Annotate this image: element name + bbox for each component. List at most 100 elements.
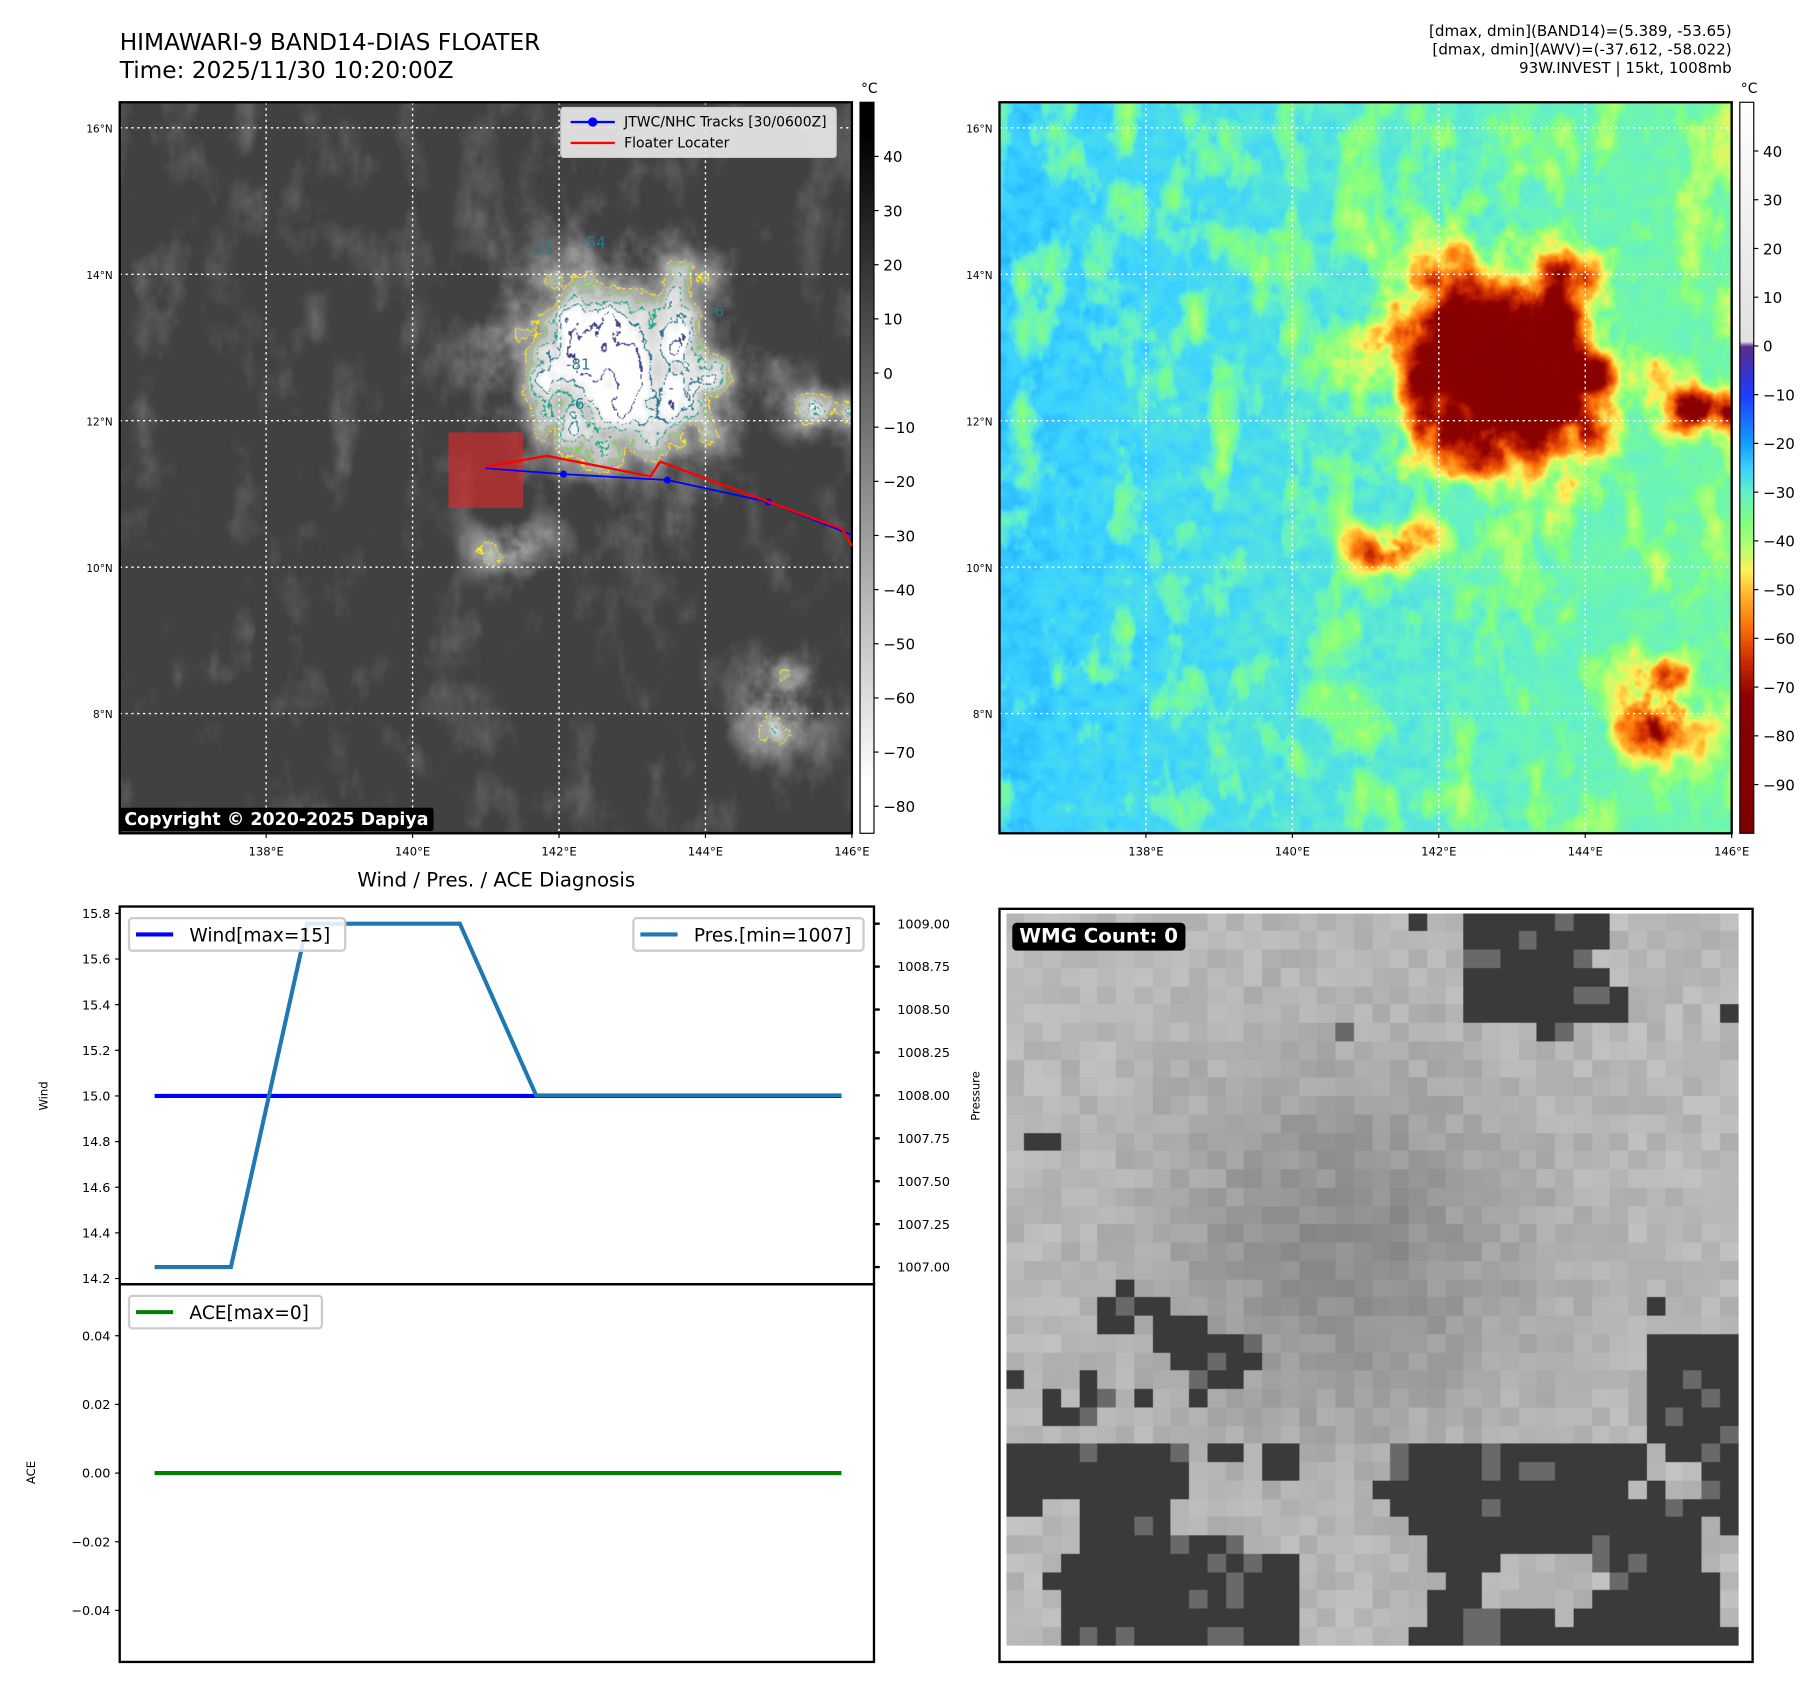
legend-floater: Floater Locater: [624, 134, 730, 152]
lat-tick-label: 16°N: [86, 123, 112, 135]
jtwc-track-point: [663, 476, 671, 484]
colorbar-tick-label: 30: [1763, 192, 1782, 210]
lat-tick-label: 14°N: [966, 270, 992, 282]
ace-legend-box: [127, 1294, 324, 1330]
wind-ytick-label: 15.6: [82, 953, 110, 968]
lon-tick-label: 140°E: [1275, 844, 1310, 858]
colorbar-tick-label: 20: [1763, 240, 1782, 258]
legend-track: JTWC/NHC Tracks [30/0600Z]: [624, 113, 827, 131]
lon-tick-label: 146°E: [1714, 844, 1749, 858]
lat-tick-label: 12°N: [966, 416, 992, 428]
wind-ytick-label: 15.8: [82, 907, 110, 922]
contour-label: -81: [566, 356, 591, 374]
awv-map-image: [999, 102, 1732, 834]
colorbar-tick-label: −30: [1763, 484, 1795, 502]
contour-label: -31: [529, 239, 554, 257]
pressure-line: [154, 921, 842, 1270]
wmg-count-label: WMG Count: 0: [1012, 922, 1185, 951]
ace-legend-label: ACE[max=0]: [189, 1303, 308, 1324]
floater-locater-line: [485, 454, 853, 547]
pressure-ytick-label: 1007.00: [897, 1261, 950, 1276]
colorbar-unit: °C: [861, 81, 878, 97]
map-legend: JTWC/NHC Tracks [30/0600Z] Floater Locat…: [560, 106, 838, 159]
colorbar-frame: [1739, 101, 1755, 834]
colorbar-tick-label: −20: [1763, 435, 1795, 453]
colorbar-tick-label: 10: [1763, 289, 1782, 307]
pressure-legend-box: [632, 916, 865, 952]
wind-ylabel: Wind: [37, 1081, 51, 1110]
ir-colorbar: [860, 102, 874, 834]
lat-tick-label: 8°N: [93, 709, 113, 721]
wind-legend-label: Wind[max=15]: [189, 925, 330, 946]
wmg-image: [1006, 913, 1739, 1646]
colorbar-tick-label: −80: [883, 798, 915, 816]
figure-time: Time: 2025/11/30 10:20:00Z: [119, 55, 454, 84]
colorbar-unit: °C: [1741, 81, 1758, 97]
lon-tick-label: 146°E: [834, 844, 869, 858]
colorbar-tick-label: −70: [1763, 679, 1795, 697]
lon-tick-label: 142°E: [1421, 844, 1456, 858]
lat-tick-label: 8°N: [973, 709, 993, 721]
wmg-frame: [998, 907, 1754, 1664]
pressure-ytick-label: 1008.75: [897, 960, 950, 975]
awv-colorbar: [1739, 102, 1754, 834]
lat-tick-label: 16°N: [966, 123, 992, 135]
lon-tick-label: 142°E: [541, 844, 576, 858]
lon-tick-label: 144°E: [1568, 844, 1603, 858]
lat-tick-label: 12°N: [86, 416, 112, 428]
lon-tick-label: 144°E: [688, 844, 723, 858]
wind-legend-box: [127, 916, 347, 952]
pressure-ytick-label: 1007.25: [897, 1218, 950, 1233]
contour-label: -6: [709, 302, 724, 320]
ace-ytick-label: 0.00: [82, 1467, 110, 1482]
figure-title: HIMAWARI-9 BAND14-DIAS FLOATER: [119, 27, 541, 56]
copyright: Copyright © 2020-2025 Dapiya: [119, 807, 434, 831]
colorbar-tick-label: 0: [883, 365, 893, 383]
info-band14: [dmax, dmin](BAND14)=(5.389, -53.65): [1429, 23, 1732, 41]
info-awv: [dmax, dmin](AWV)=(-37.612, -58.022): [1432, 41, 1732, 60]
wind-ytick-label: 14.2: [82, 1272, 110, 1287]
colorbar-tick-label: −20: [883, 473, 915, 491]
wind-ytick-label: 14.6: [82, 1181, 110, 1196]
colorbar-tick-label: −10: [1763, 386, 1795, 404]
pressure-ytick-label: 1007.50: [897, 1175, 950, 1190]
pressure-ylabel: Pressure: [969, 1071, 983, 1121]
info-storm: 93W.INVEST | 15kt, 1008mb: [1519, 60, 1732, 78]
lon-tick-label: 138°E: [1128, 844, 1163, 858]
ace-ytick-label: 0.02: [82, 1398, 110, 1413]
diagnostic-info: [dmax, dmin](BAND14)=(5.389, -53.65) [dm…: [1151, 23, 1732, 79]
contour-label: -6: [569, 395, 584, 413]
contour-label: -54: [581, 234, 606, 252]
colorbar-tick-label: −60: [1763, 630, 1795, 648]
colorbar-tick-label: −50: [883, 636, 915, 654]
track-legend-swatch: [570, 117, 615, 127]
pressure-ytick-label: 1008.50: [897, 1003, 950, 1018]
pressure-ytick-label: 1009.00: [897, 917, 950, 932]
colorbar-tick-label: 30: [883, 202, 902, 220]
colorbar-tick-label: −10: [883, 419, 915, 437]
colorbar-tick-label: 0: [1763, 338, 1773, 356]
wind-ytick-label: 14.4: [82, 1227, 110, 1242]
lat-tick-label: 14°N: [86, 270, 112, 282]
colorbar-tick-label: 10: [883, 311, 902, 329]
wind-ytick-label: 15.0: [82, 1090, 110, 1105]
colorbar-tick-label: −70: [883, 744, 915, 762]
map-frame: [998, 101, 1733, 835]
colorbar-tick-label: −50: [1763, 581, 1795, 599]
pressure-ytick-label: 1008.25: [897, 1046, 950, 1061]
colorbar-tick-label: 20: [883, 257, 902, 275]
map-frame: [118, 101, 854, 835]
colorbar-tick-label: 40: [1763, 143, 1782, 161]
lon-tick-label: 138°E: [248, 844, 283, 858]
wind-ytick-label: 15.4: [82, 998, 110, 1013]
colorbar-tick-label: −90: [1763, 776, 1795, 794]
colorbar-tick-label: −60: [883, 690, 915, 708]
colorbar-tick-label: −40: [883, 581, 915, 599]
colorbar-tick-label: 40: [883, 148, 902, 166]
diagnosis-title: Wind / Pres. / ACE Diagnosis: [357, 869, 635, 892]
floater-legend-swatch: [570, 141, 615, 145]
wind-ytick-label: 15.2: [82, 1044, 110, 1059]
ace-ytick-label: −0.02: [71, 1535, 110, 1550]
pressure-ytick-label: 1007.75: [897, 1132, 950, 1147]
